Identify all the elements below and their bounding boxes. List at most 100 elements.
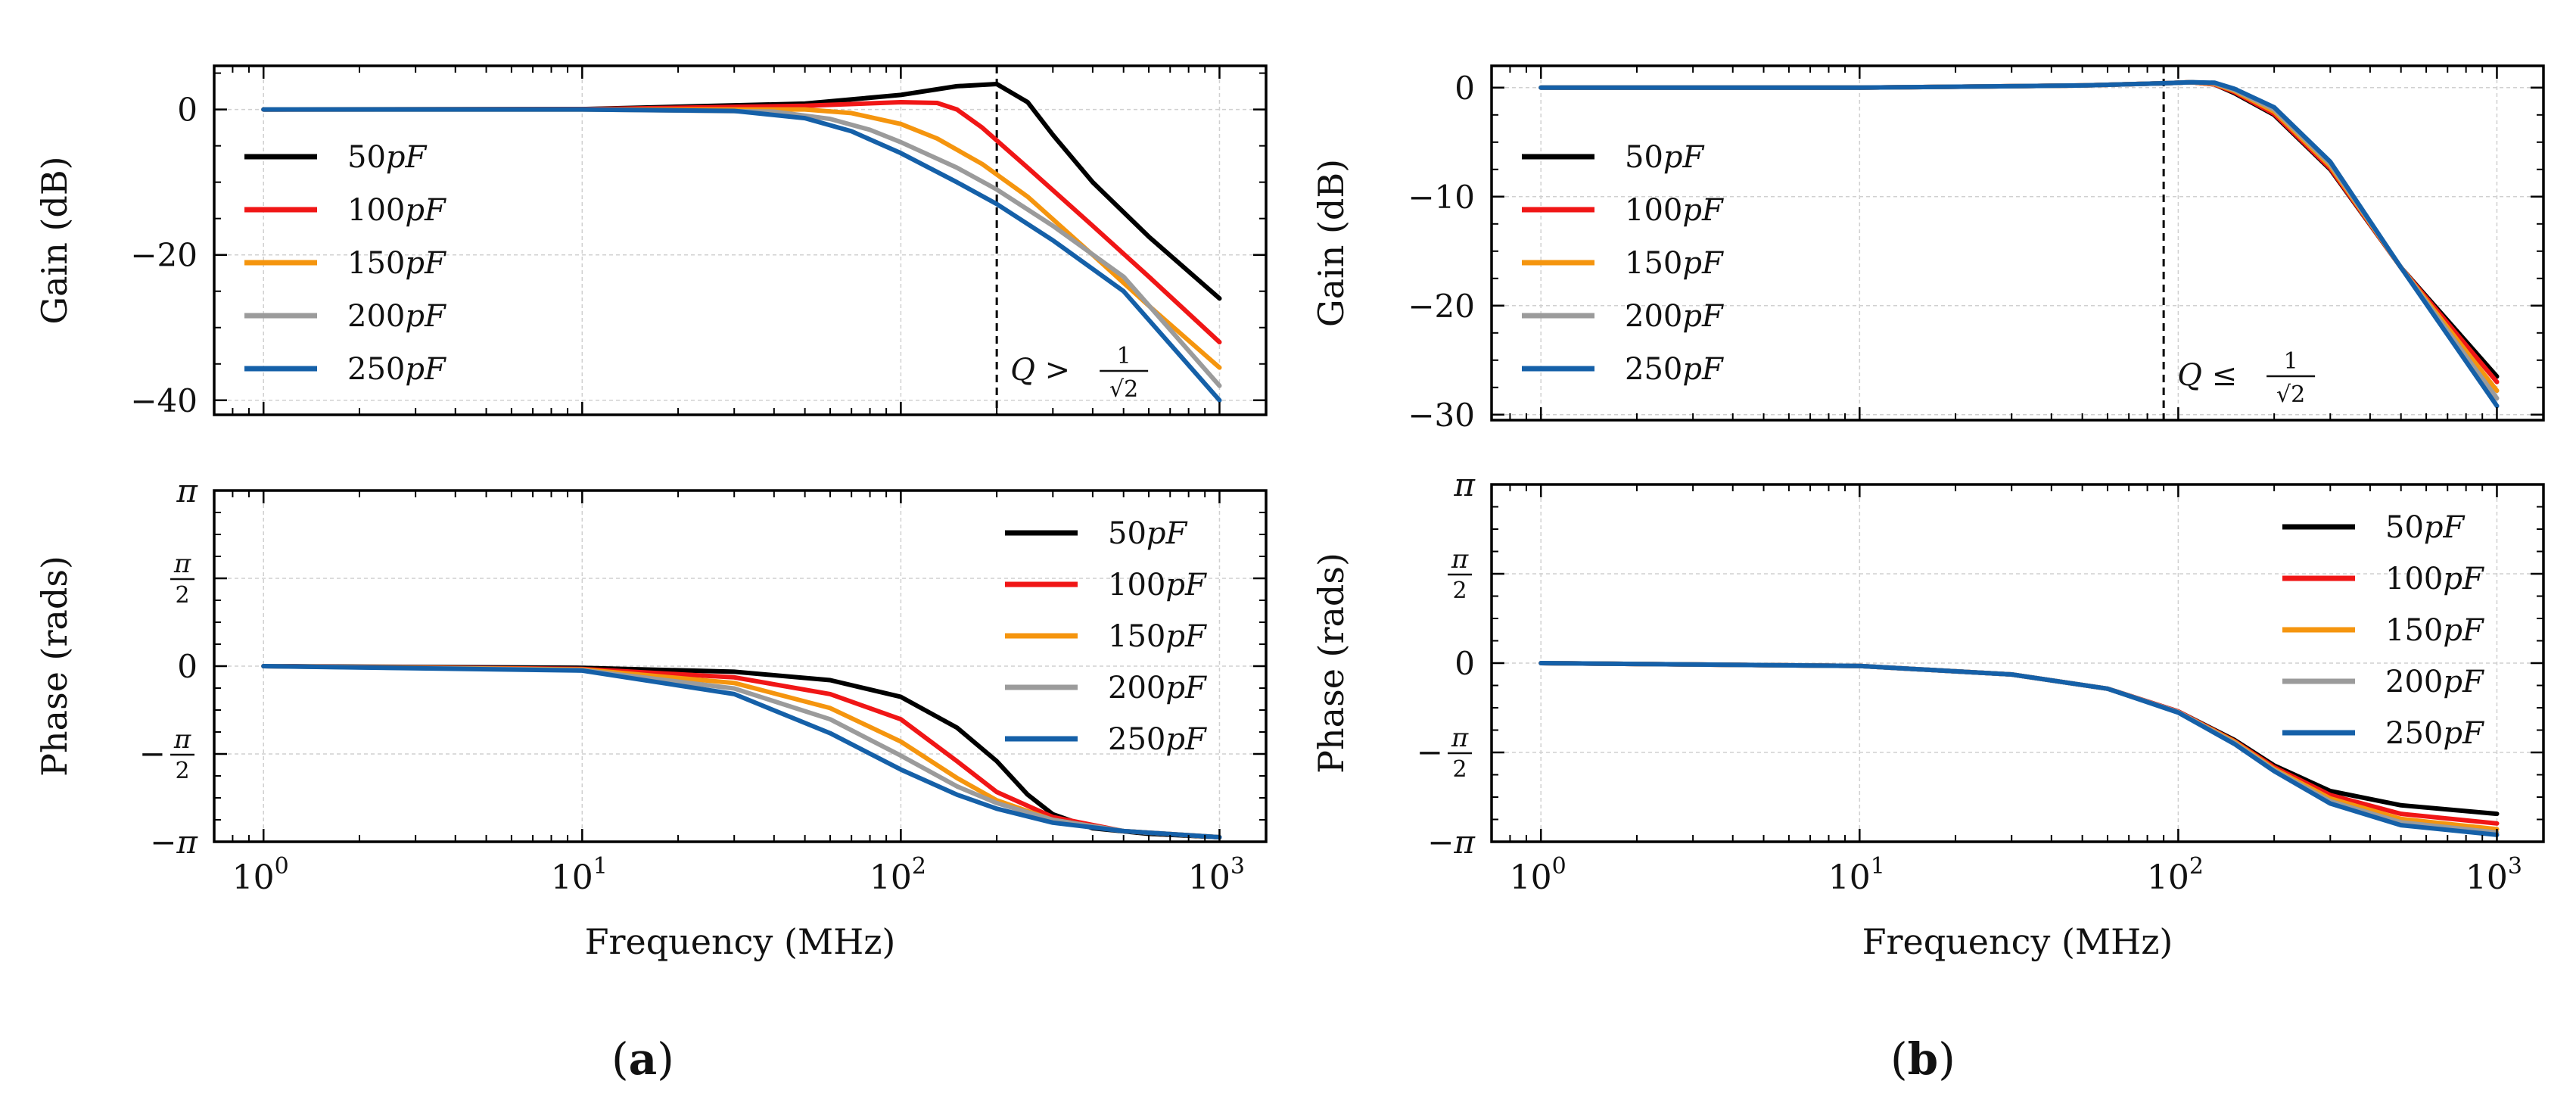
legend-item-100pF: 100pF (244, 193, 446, 228)
legend-item-250pF: 250pF (2282, 716, 2484, 751)
legend-label: 250pF (347, 352, 446, 387)
legend-label: 200pF (1625, 299, 1724, 334)
legend-label: 250pF (1108, 722, 1207, 757)
legend-item-200pF: 200pF (2282, 665, 2484, 699)
legend-item-200pF: 200pF (1522, 299, 1724, 334)
svg-text:−: − (1417, 734, 1443, 771)
legend-label: 50pF (1108, 516, 1188, 551)
svg-text:2: 2 (175, 758, 189, 784)
legend-label: 50pF (347, 140, 428, 175)
legend-label: 200pF (347, 299, 446, 334)
series-line-250pF (261, 664, 1222, 839)
y-tick-label: π 2− (1417, 723, 1472, 783)
legend-label: 100pF (1108, 568, 1207, 603)
legend-label: 250pF (1625, 352, 1724, 387)
series-line-250pF (1538, 661, 2500, 837)
legend-label: 250pF (2385, 716, 2484, 751)
svg-text:π: π (1451, 544, 1469, 575)
svg-text:π: π (1451, 723, 1469, 753)
x-tick-label: 103 (2466, 853, 2522, 897)
y-tick-label: −π (1427, 824, 1476, 861)
y-axis-label: Phase (rads) (1311, 553, 1352, 774)
legend-item-100pF: 100pF (1005, 568, 1207, 603)
y-tick-label: −30 (1408, 397, 1475, 434)
series-line-250pF (1538, 79, 2500, 409)
svg-text:−: − (139, 735, 166, 772)
x-tick-label: 102 (2147, 853, 2204, 897)
legend-label: 150pF (1108, 619, 1207, 654)
series-line-150pF (1538, 79, 2500, 394)
y-tick-label: −π (150, 824, 198, 861)
svg-text:Q >: Q > (1010, 353, 1070, 388)
legend-label: 150pF (2385, 613, 2484, 648)
legend: 50pF 100pF 150pF 200pF 250pF (2282, 510, 2484, 751)
y-tick-label: π (1453, 466, 1476, 503)
svg-text:π: π (173, 724, 191, 755)
legend-item-50pF: 50pF (2282, 510, 2466, 545)
legend-item-200pF: 200pF (244, 299, 446, 334)
y-tick-label: −10 (1408, 179, 1475, 216)
y-tick-label: π2 (1448, 544, 1472, 604)
series-line-50pF (1538, 661, 2500, 817)
legend-item-50pF: 50pF (244, 140, 428, 175)
legend-item-100pF: 100pF (2282, 562, 2484, 596)
legend-item-50pF: 50pF (1522, 140, 1705, 175)
series-line-250pF (261, 107, 1222, 403)
series-line-200pF (1538, 661, 2500, 835)
x-tick-label: 102 (870, 853, 926, 897)
y-tick-label: 0 (1454, 70, 1475, 107)
x-tick-label: 101 (551, 853, 608, 897)
legend-item-250pF: 250pF (244, 352, 446, 387)
svg-text:1: 1 (2284, 348, 2298, 375)
legend-label: 50pF (1625, 140, 1705, 175)
x-tick-label: 103 (1188, 853, 1245, 897)
series-line-100pF (261, 100, 1222, 344)
legend-item-150pF: 150pF (1522, 246, 1724, 281)
svg-text:2: 2 (1452, 756, 1467, 783)
legend-label: 50pF (2385, 510, 2466, 545)
legend-label: 100pF (2385, 562, 2484, 596)
legend-item-150pF: 150pF (2282, 613, 2484, 648)
q-annotation: Q ≤ 1 √2 (2177, 348, 2316, 408)
y-tick-label: −40 (130, 382, 198, 419)
legend-item-50pF: 50pF (1005, 516, 1188, 551)
y-tick-label: 0 (177, 92, 198, 129)
chart-b-gain: 0 −10 −20 −30 Gain (dB) Q ≤ 1 √2 50pF 100pF 150pF 2… (1311, 64, 2545, 434)
legend-label: 150pF (1625, 246, 1724, 281)
svg-text:2: 2 (1452, 578, 1467, 604)
legend-item-200pF: 200pF (1005, 671, 1207, 706)
y-tick-label: −20 (1408, 288, 1475, 325)
panel-label-b: (b) (1890, 1033, 1955, 1085)
svg-text:1: 1 (1117, 343, 1131, 369)
legend-label: 200pF (2385, 665, 2484, 699)
legend: 50pF 100pF 150pF 200pF 250pF (244, 140, 446, 387)
y-tick-label: −20 (130, 237, 198, 274)
legend-item-150pF: 150pF (1005, 619, 1207, 654)
legend-label: 100pF (347, 193, 446, 228)
x-tick-label: 101 (1828, 853, 1885, 897)
y-tick-label: 0 (177, 648, 198, 685)
svg-text:2: 2 (175, 582, 189, 609)
legend: 50pF 100pF 150pF 200pF 250pF (1522, 140, 1724, 387)
svg-text:√2: √2 (2276, 382, 2305, 408)
y-tick-label: π 2− (139, 724, 194, 784)
series-line-100pF (1538, 661, 2500, 826)
series-line-100pF (1538, 79, 2500, 385)
series-line-200pF (261, 664, 1222, 839)
panel-label-a: (a) (611, 1033, 674, 1085)
x-tick-label: 100 (232, 853, 289, 897)
chart-a-gain: 0 −20 −40 Gain (dB) Q > 1 √2 50pF 100pF 150pF 200p… (34, 64, 1268, 419)
series-line-150pF (1538, 661, 2500, 832)
series-line-200pF (1538, 79, 2500, 401)
x-axis-label: Frequency (MHz) (585, 921, 896, 962)
y-tick-label: π (176, 472, 198, 509)
axes-frame (1490, 64, 2545, 422)
legend-item-150pF: 150pF (244, 246, 446, 281)
y-tick-label: π2 (170, 549, 194, 609)
y-axis-label: Gain (dB) (1311, 159, 1352, 327)
axes-frame (213, 64, 1268, 416)
legend-label: 200pF (1108, 671, 1207, 706)
legend-label: 150pF (347, 246, 446, 281)
